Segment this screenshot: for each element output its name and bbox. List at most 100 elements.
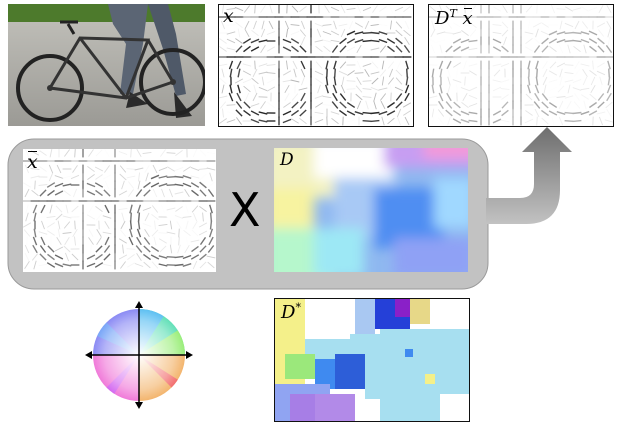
hog-cell-stroke (463, 60, 467, 70)
hog-cell-stroke (556, 96, 566, 98)
hog-cell-stroke (284, 20, 290, 30)
hog-cell-stroke (23, 174, 31, 180)
hog-cell-stroke (525, 110, 533, 116)
hog-cell-stroke (234, 78, 244, 84)
hog-cell-stroke (330, 111, 340, 115)
hog-cell-stroke (370, 71, 380, 75)
hog-cell-stroke (118, 190, 128, 196)
hog-cell-stroke (86, 214, 96, 220)
hog-cell-stroke (556, 62, 566, 68)
hog-cell-stroke (527, 60, 531, 70)
hog-cell-stroke (190, 254, 200, 260)
hog-cell-stroke (291, 118, 299, 124)
hog-cell-stroke (143, 245, 151, 253)
hog-cell-stroke (144, 212, 150, 222)
hog-cell-stroke (346, 80, 356, 82)
hog-cell-stroke (290, 109, 300, 117)
hog-cell-stroke (438, 21, 444, 29)
hog-cell-stroke (65, 204, 69, 214)
orientation-wheel (84, 300, 194, 410)
hog-cell-stroke (605, 44, 613, 54)
hog-cell-stroke (198, 222, 208, 228)
hog-cell-stroke (235, 101, 243, 109)
hog-cell-stroke (492, 6, 502, 12)
hog-cell-stroke (453, 45, 461, 53)
hog-reconstructed-image (429, 5, 613, 126)
hog-cell-stroke (86, 254, 96, 260)
hog-cell-stroke (284, 84, 290, 94)
hog-cell-stroke (226, 38, 236, 44)
hog-cell-stroke (588, 110, 598, 116)
hog-cell-stroke (608, 68, 610, 78)
hog-cell-stroke (250, 118, 260, 124)
hog-cell-stroke (371, 61, 379, 69)
hog-xbar-panel: x (23, 149, 216, 272)
hog-cell-stroke (127, 181, 135, 189)
hog-cell-stroke (96, 237, 102, 245)
hog-cell-stroke (331, 117, 339, 125)
hog-cell-stroke (581, 21, 589, 29)
hog-cell-stroke (542, 61, 548, 69)
hog-cell-stroke (178, 236, 180, 246)
hog-cell-stroke (500, 88, 510, 90)
hog-cell-stroke (404, 20, 410, 30)
hog-cell-stroke (572, 119, 582, 123)
hog-cell-stroke (237, 28, 241, 38)
hog-cell-stroke (604, 119, 613, 123)
hog-cell-stroke (445, 45, 453, 53)
hog-cell-stroke (438, 60, 444, 70)
hog-cell-stroke (151, 205, 159, 213)
hog-cell-stroke (174, 166, 184, 172)
hog-cell-stroke (260, 5, 266, 13)
hog-cell-stroke (253, 20, 257, 30)
hog-cell-stroke (370, 31, 380, 35)
hog-cell-stroke (493, 69, 501, 77)
hog-cell-stroke (356, 44, 362, 54)
hog-cell-stroke (32, 244, 38, 254)
hog-cell-stroke (282, 110, 292, 116)
hog-cell-stroke (95, 206, 103, 212)
hog-cell-stroke (452, 31, 462, 35)
hog-cell-stroke (121, 180, 125, 190)
hog-cell-stroke (300, 20, 306, 30)
hog-cell-stroke (541, 93, 549, 101)
hog-cell-stroke (599, 76, 603, 86)
hog-cell-stroke (244, 28, 250, 38)
hog-cell-stroke (185, 204, 189, 214)
hog-cell-stroke (597, 93, 605, 101)
hog-cell-stroke (282, 79, 292, 83)
hog-cell-stroke (430, 28, 436, 38)
hog-cell-stroke (30, 168, 40, 170)
hog-cell-stroke (226, 119, 236, 123)
hog-cell-stroke (226, 7, 236, 11)
hog-cell-stroke (315, 61, 323, 69)
hog-cell-stroke (174, 214, 184, 220)
hog-cell-stroke (524, 31, 534, 35)
hog-cell-stroke (258, 86, 268, 92)
hog-cell-stroke (592, 60, 594, 70)
hog-cell-stroke (492, 63, 502, 67)
flow-arrow (486, 127, 572, 224)
hog-cell-stroke (299, 45, 307, 53)
hog-cell-stroke (209, 172, 213, 182)
hog-cell-stroke (120, 261, 126, 269)
hog-cell-stroke (24, 244, 30, 254)
hog-cell-stroke (252, 92, 258, 102)
hog-cell-stroke (221, 84, 225, 94)
hog-cell-stroke (525, 5, 533, 13)
hog-cell-stroke (24, 252, 30, 262)
hog-cell-stroke (379, 69, 387, 77)
hog-cell-stroke (533, 45, 541, 53)
hog-cell-stroke (243, 85, 251, 93)
hog-cell-stroke (317, 84, 321, 94)
hog-cell-stroke (445, 21, 453, 29)
hog-cell-stroke (228, 60, 234, 70)
hog-cell-stroke (332, 84, 338, 94)
hog-cell-stroke (535, 28, 539, 38)
hog-cell-stroke (258, 39, 268, 43)
hog-cell-stroke (87, 174, 95, 180)
hog-cell-stroke (96, 229, 102, 237)
hog-cell-stroke (226, 24, 236, 26)
hog-cell-stroke (606, 109, 612, 117)
hog-cell-stroke (301, 76, 305, 86)
